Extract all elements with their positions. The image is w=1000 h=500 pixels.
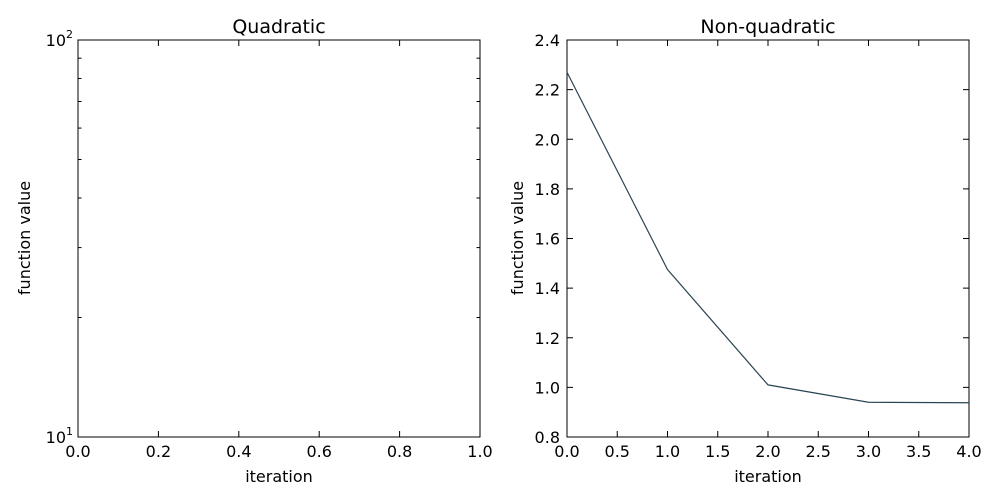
y-tick-label: 2.0 bbox=[535, 130, 560, 149]
plot-area-frame bbox=[77, 39, 481, 438]
y-tick-label: 1.2 bbox=[535, 329, 560, 348]
x-tick-label: 1.0 bbox=[655, 442, 680, 461]
subplot-quadratic: Quadratic iteration function value 0.0 0.… bbox=[15, 16, 493, 486]
y-tick-label: 101 bbox=[46, 425, 73, 447]
series-line bbox=[566, 71, 970, 404]
y-tick-label: 2.4 bbox=[535, 31, 560, 50]
x-tick-label: 0.0 bbox=[65, 442, 90, 461]
x-tick-label: 1.0 bbox=[467, 442, 492, 461]
y-tick-label: 1.6 bbox=[535, 230, 560, 249]
y-tick-label: 1.0 bbox=[535, 378, 560, 397]
axis-ticks: 0.0 0.5 1.0 1.5 2.0 2.5 3.0 3.5 4.0 0.8 1.0 1.2 1.4 1… bbox=[535, 31, 982, 461]
y-axis-label: function value bbox=[508, 181, 527, 295]
plot-area-frame bbox=[566, 39, 970, 438]
y-tick-label: 2.2 bbox=[535, 81, 560, 100]
x-tick-label: 3.5 bbox=[906, 442, 931, 461]
x-tick-label: 2.5 bbox=[806, 442, 831, 461]
chart-title: Quadratic bbox=[232, 16, 325, 38]
x-tick-label: 0.2 bbox=[146, 442, 171, 461]
y-tick-label: 1.8 bbox=[535, 180, 560, 199]
x-tick-label: 4.0 bbox=[956, 442, 981, 461]
x-axis-label: iteration bbox=[245, 467, 313, 486]
x-tick-label: 1.5 bbox=[705, 442, 730, 461]
axis-ticks: 0.0 0.2 0.4 0.6 0.8 1.0 101 102 bbox=[46, 28, 493, 461]
series-group bbox=[566, 71, 970, 404]
x-axis-label: iteration bbox=[734, 467, 802, 486]
chart-title: Non-quadratic bbox=[700, 16, 835, 38]
x-tick-label: 0.5 bbox=[605, 442, 630, 461]
x-tick-label: 0.6 bbox=[306, 442, 331, 461]
y-tick-label: 0.8 bbox=[535, 428, 560, 447]
x-tick-label: 3.0 bbox=[856, 442, 881, 461]
subplot-non-quadratic: Non-quadratic iteration function value 0… bbox=[508, 16, 982, 486]
y-axis-label: function value bbox=[15, 181, 34, 295]
x-tick-label: 0.0 bbox=[554, 442, 579, 461]
x-tick-label: 0.8 bbox=[387, 442, 412, 461]
y-tick-label: 102 bbox=[46, 28, 73, 50]
y-tick-label: 1.4 bbox=[535, 279, 560, 298]
x-tick-label: 2.0 bbox=[755, 442, 780, 461]
x-tick-label: 0.4 bbox=[226, 442, 251, 461]
